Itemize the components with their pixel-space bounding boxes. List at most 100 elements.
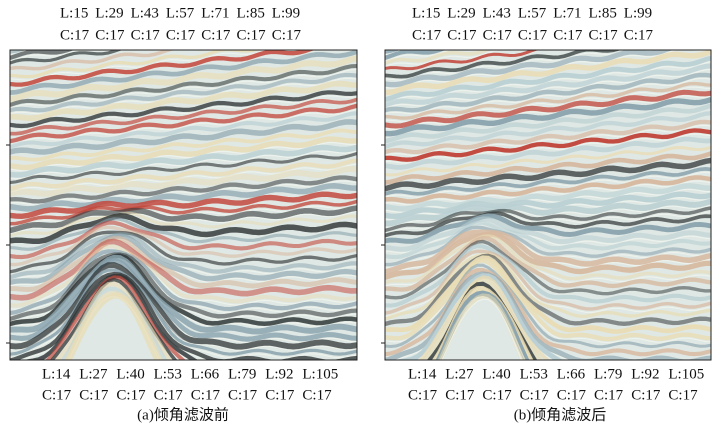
- top-cdp-label: C:17: [237, 27, 267, 43]
- reflector: [10, 165, 357, 197]
- top-cdp-label: C:17: [483, 27, 513, 43]
- reflector: [10, 97, 357, 136]
- top-line-label: L:29: [95, 5, 123, 21]
- bottom-line-label: L:92: [265, 366, 293, 382]
- top-line-label: L:57: [518, 5, 547, 21]
- reflector-highlight: [385, 133, 711, 164]
- bottom-cdp-label: C:17: [557, 387, 587, 403]
- seismic-image: [385, 50, 711, 360]
- reflector: [45, 275, 186, 360]
- bottom-cdp-label: C:17: [445, 387, 475, 403]
- reflector-highlight: [10, 77, 357, 115]
- reflector-highlight: [10, 180, 357, 206]
- bottom-cdp-label: C:17: [631, 387, 661, 403]
- bottom-cdp-label: C:17: [520, 387, 550, 403]
- reflector-highlight: [385, 86, 711, 123]
- reflector: [385, 151, 711, 185]
- reflector: [54, 281, 173, 360]
- reflector: [385, 89, 711, 129]
- top-line-label: L:29: [447, 5, 475, 21]
- reflector: [385, 191, 711, 219]
- reflector: [10, 220, 357, 260]
- top-cdp-label: C:17: [60, 27, 90, 43]
- reflector: [385, 253, 711, 327]
- reflector-highlight: [385, 263, 711, 344]
- reflector: [385, 183, 711, 212]
- reflector: [10, 235, 357, 293]
- reflector: [385, 206, 711, 233]
- reflector: [385, 249, 711, 315]
- reflector: [385, 81, 711, 120]
- top-cdp-label: C:17: [131, 27, 161, 43]
- reflector: [10, 111, 357, 149]
- reflector: [385, 167, 711, 196]
- reflector: [10, 80, 357, 121]
- reflector: [10, 249, 357, 316]
- reflector: [385, 225, 711, 267]
- reflector: [385, 157, 711, 192]
- reflector: [10, 64, 357, 107]
- reflector: [385, 119, 711, 155]
- reflector: [10, 158, 357, 191]
- reflector-highlight: [385, 50, 530, 68]
- top-cdp-label: C:17: [553, 27, 583, 43]
- reflector: [10, 217, 357, 251]
- reflector: [385, 96, 711, 137]
- reflector: [385, 234, 711, 284]
- reflector: [10, 268, 357, 356]
- reflector: [385, 63, 711, 108]
- reflector: [385, 239, 711, 300]
- bottom-line-label: L:14: [408, 366, 437, 382]
- reflector: [49, 277, 178, 360]
- top-line-label: L:71: [201, 5, 229, 21]
- bottom-line-label: L:66: [191, 366, 220, 382]
- reflector: [385, 231, 711, 280]
- top-cdp-label: C:17: [624, 27, 654, 43]
- reflector: [385, 50, 568, 71]
- reflector: [10, 233, 357, 285]
- reflector: [10, 262, 357, 350]
- reflector: [10, 144, 357, 178]
- reflector: [10, 72, 357, 113]
- bottom-cdp-label: C:17: [594, 387, 624, 403]
- reflector-highlight: [385, 77, 711, 115]
- reflector: [10, 103, 357, 144]
- bottom-line-label: L:92: [631, 366, 659, 382]
- reflector: [385, 175, 711, 204]
- top-line-label: L:43: [131, 5, 159, 21]
- top-cdp-label: C:17: [201, 27, 231, 43]
- bottom-cdp-label: C:17: [42, 387, 72, 403]
- reflector: [10, 253, 357, 327]
- top-cdp-label: C:17: [589, 27, 619, 43]
- reflector: [385, 50, 621, 79]
- reflector-highlight: [385, 124, 711, 157]
- reflector: [10, 152, 357, 185]
- reflector-highlight: [10, 50, 268, 81]
- seismic-image: [10, 50, 357, 360]
- reflector: [385, 50, 492, 65]
- reflector-highlight: [385, 188, 711, 214]
- reflector: [10, 50, 208, 71]
- reflector: [385, 252, 711, 321]
- reflector-highlight: [385, 221, 711, 254]
- top-line-label: L:99: [624, 5, 652, 21]
- reflector-highlight: [10, 150, 357, 180]
- image-frame: [384, 49, 712, 361]
- bottom-cdp-label: C:17: [668, 387, 698, 403]
- top-cdp-label: C:17: [412, 27, 442, 43]
- reflector: [23, 273, 199, 360]
- caption: (a)倾角滤波前: [137, 406, 229, 423]
- reflector: [385, 244, 711, 308]
- reflector: [421, 277, 544, 360]
- reflector: [385, 72, 711, 113]
- reflector: [385, 198, 711, 227]
- bottom-line-label: L:53: [154, 366, 182, 382]
- top-line-label: L:71: [553, 5, 581, 21]
- bottom-line-label: L:14: [42, 366, 71, 382]
- reflector-highlight: [10, 68, 357, 110]
- bottom-cdp-label: C:17: [408, 387, 438, 403]
- bottom-line-label: L:40: [116, 366, 144, 382]
- reflector: [10, 232, 357, 280]
- reflector: [10, 128, 357, 162]
- reflector: [10, 136, 357, 171]
